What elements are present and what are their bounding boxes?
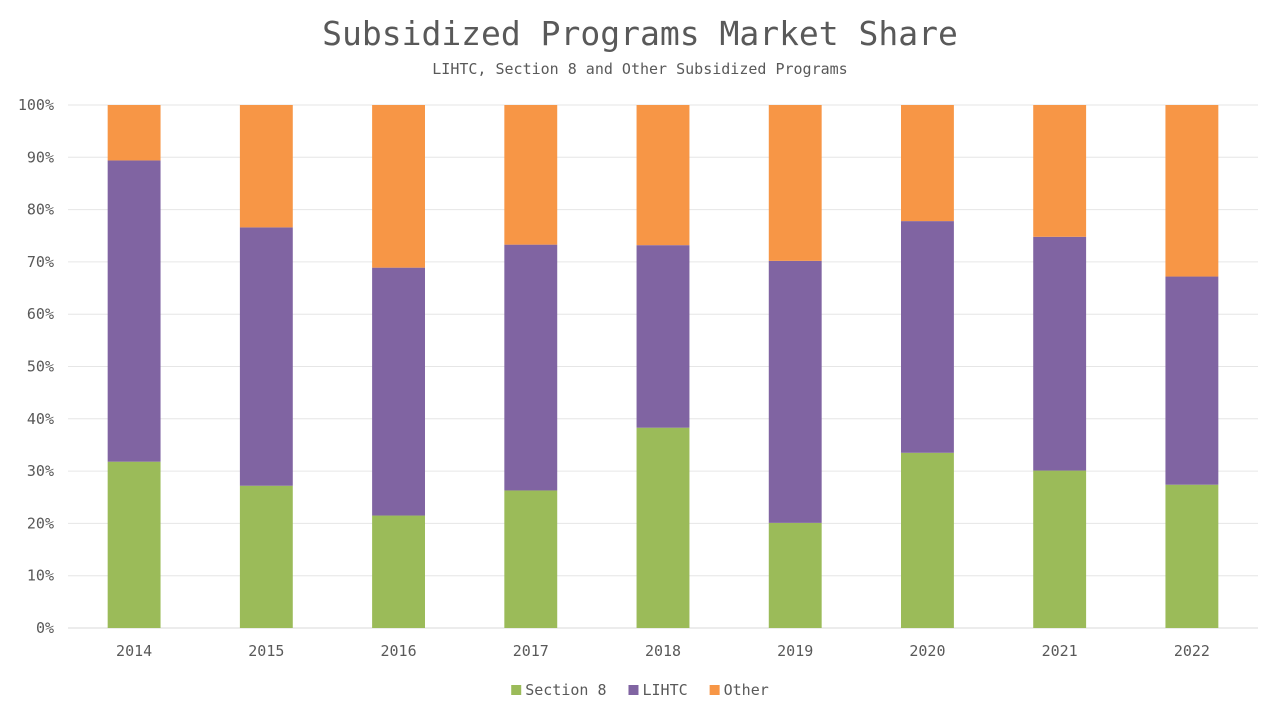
y-tick-label: 50% [27, 358, 54, 376]
bar-segment [107, 461, 161, 628]
bar-segment [239, 105, 293, 228]
legend-swatch [628, 685, 639, 695]
y-tick-label: 0% [36, 619, 54, 637]
bar-segment [636, 427, 690, 628]
x-tick-label: 2017 [513, 642, 549, 660]
bar-segment [1165, 276, 1219, 485]
bar-segment [372, 515, 425, 628]
bar-segment [1033, 236, 1087, 471]
bar-segment [636, 105, 690, 246]
bar-segment [372, 105, 425, 268]
y-tick-label: 80% [27, 201, 54, 219]
bar-segment [636, 245, 690, 428]
legend-label: LIHTC [642, 681, 687, 699]
bar-segment [107, 160, 161, 462]
x-axis: 2014 2015 2016 2017 2018 2019 2020 2021 2022 [116, 642, 1210, 660]
bar-segment [504, 105, 558, 245]
y-tick-label: 20% [27, 514, 54, 532]
y-tick-label: 30% [27, 462, 54, 480]
x-tick-label: 2019 [777, 642, 813, 660]
bar-segment [504, 490, 558, 628]
bar-segment [1165, 105, 1219, 277]
bar-segment [901, 105, 954, 222]
x-tick-label: 2020 [909, 642, 945, 660]
bar-segment [372, 267, 425, 516]
x-tick-label: 2016 [380, 642, 416, 660]
bar-segment [1033, 105, 1087, 237]
legend-swatch [511, 685, 522, 695]
bar-segment [239, 485, 293, 628]
legend-swatch [709, 685, 720, 695]
legend-item: Section 8 [511, 681, 606, 699]
bar-segment [768, 105, 822, 261]
chart-title: Subsidized Programs Market Share [322, 14, 958, 53]
bars [107, 105, 1219, 628]
y-tick-label: 40% [27, 410, 54, 428]
legend-label: Section 8 [525, 681, 606, 699]
x-tick-label: 2021 [1042, 642, 1078, 660]
y-tick-label: 100% [18, 96, 54, 114]
x-tick-label: 2018 [645, 642, 681, 660]
legend-label: Other [724, 681, 769, 699]
x-tick-label: 2015 [248, 642, 284, 660]
x-tick-label: 2014 [116, 642, 152, 660]
bar-segment [1165, 484, 1219, 628]
legend-item: Other [709, 681, 769, 699]
legend-item: LIHTC [628, 681, 688, 699]
bar-segment [504, 244, 558, 491]
y-tick-label: 70% [27, 253, 54, 271]
legend: Section 8 LIHTC Other [511, 681, 769, 699]
bar-segment [239, 227, 293, 486]
y-axis: 0% 10% 20% 30% 40% 50% 60% 70% 80% 90% 100% [18, 96, 54, 637]
y-tick-label: 60% [27, 305, 54, 323]
bar-segment [768, 522, 822, 628]
y-tick-label: 10% [27, 567, 54, 585]
bar-segment [768, 260, 822, 523]
bar-segment [107, 105, 161, 161]
chart-subtitle: LIHTC, Section 8 and Other Subsidized Pr… [432, 60, 848, 78]
bar-segment [901, 452, 954, 628]
bar-segment [1033, 470, 1087, 628]
bar-segment [901, 221, 954, 453]
x-tick-label: 2022 [1174, 642, 1210, 660]
y-tick-label: 90% [27, 148, 54, 166]
